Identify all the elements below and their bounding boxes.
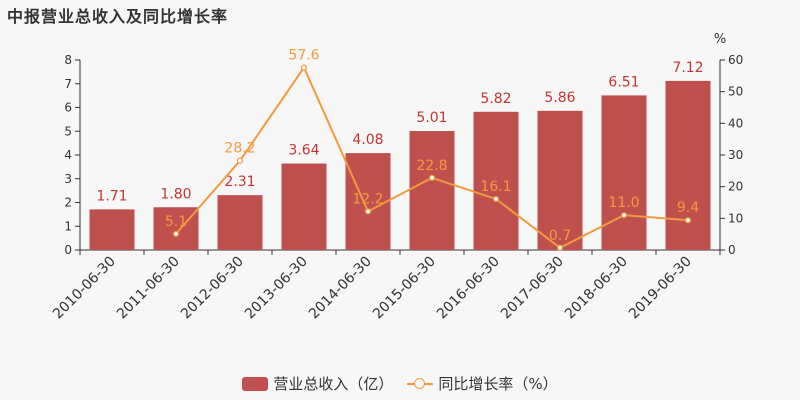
y-right-tick-label: 50 bbox=[728, 85, 743, 99]
y-left-tick-label: 1 bbox=[64, 219, 72, 233]
growth-value-label: 5.1 bbox=[165, 214, 187, 230]
growth-point bbox=[556, 244, 564, 251]
bar-value-label: 5.82 bbox=[480, 91, 511, 107]
bar-value-label: 1.80 bbox=[160, 186, 191, 202]
growth-point bbox=[428, 174, 436, 181]
y-right-tick-label: 10 bbox=[728, 211, 743, 225]
growth-value-label: 28.2 bbox=[224, 141, 255, 157]
x-tick-label: 2019-06-30 bbox=[626, 254, 695, 323]
y-right-tick-label: 0 bbox=[728, 243, 736, 257]
growth-value-label: 22.8 bbox=[416, 158, 447, 174]
legend-bar-swatch bbox=[242, 376, 269, 391]
y-right-unit: % bbox=[714, 32, 726, 47]
y-right-tick-label: 40 bbox=[728, 116, 743, 130]
growth-value-label: 0.7 bbox=[549, 228, 571, 244]
growth-value-label: 9.4 bbox=[677, 200, 699, 216]
chart-title: 中报营业总收入及同比增长率 bbox=[7, 7, 229, 26]
growth-point bbox=[236, 157, 244, 164]
growth-point bbox=[684, 217, 692, 224]
legend-item-growth[interactable]: 同比增长率（%） bbox=[407, 373, 558, 394]
bar-revenue bbox=[473, 111, 519, 251]
legend-label-revenue: 营业总收入（亿） bbox=[273, 375, 394, 393]
growth-point bbox=[364, 208, 372, 215]
y-right-tick-label: 60 bbox=[728, 53, 743, 67]
bar-value-label: 1.71 bbox=[96, 188, 127, 204]
growth-value-label: 12.2 bbox=[352, 191, 383, 207]
x-tick-label: 2018-06-30 bbox=[562, 254, 631, 323]
bar-revenue bbox=[665, 80, 711, 251]
bar-value-label: 5.01 bbox=[416, 110, 447, 126]
x-tick-label: 2017-06-30 bbox=[498, 254, 567, 323]
y-left-tick-label: 3 bbox=[64, 172, 72, 186]
growth-value-label: 16.1 bbox=[480, 179, 511, 195]
bar-value-label: 3.64 bbox=[288, 143, 319, 159]
y-left-tick-label: 7 bbox=[64, 77, 72, 91]
x-tick-label: 2015-06-30 bbox=[370, 254, 439, 323]
x-tick-label: 2011-06-30 bbox=[114, 254, 183, 323]
y-left-tick-label: 8 bbox=[64, 53, 72, 67]
legend-label-growth: 同比增长率（%） bbox=[438, 375, 558, 393]
y-left-tick-label: 4 bbox=[64, 148, 72, 162]
bar-revenue bbox=[153, 207, 199, 250]
bar-revenue bbox=[409, 131, 455, 250]
y-left-tick-label: 6 bbox=[64, 101, 72, 115]
legend-line-swatch bbox=[407, 377, 434, 391]
bar-revenue bbox=[89, 209, 135, 250]
bar-revenue bbox=[345, 153, 391, 250]
bar-value-label: 6.51 bbox=[608, 74, 639, 90]
legend-item-revenue[interactable]: 营业总收入（亿） bbox=[242, 373, 393, 394]
growth-point bbox=[492, 195, 500, 203]
growth-point bbox=[300, 64, 308, 71]
x-tick-label: 2010-06-30 bbox=[50, 254, 119, 323]
growth-value-label: 11.0 bbox=[608, 195, 639, 211]
x-tick-label: 2016-06-30 bbox=[434, 254, 503, 323]
y-right-tick-label: 30 bbox=[728, 148, 743, 162]
growth-value-label: 57.6 bbox=[288, 48, 319, 64]
growth-point bbox=[172, 230, 180, 237]
growth-point bbox=[620, 212, 628, 219]
bar-revenue bbox=[601, 95, 647, 250]
x-tick-label: 2014-06-30 bbox=[306, 254, 375, 323]
bar-value-label: 2.31 bbox=[224, 174, 255, 190]
bar-revenue bbox=[217, 195, 263, 250]
bar-value-label: 4.08 bbox=[352, 132, 383, 148]
y-left-tick-label: 5 bbox=[64, 124, 72, 138]
x-tick-label: 2013-06-30 bbox=[242, 254, 311, 323]
chart-legend: 营业总收入（亿） 同比增长率（%） bbox=[0, 373, 800, 394]
bar-value-label: 5.86 bbox=[544, 90, 575, 106]
y-left-tick-label: 0 bbox=[64, 243, 72, 257]
x-tick-label: 2012-06-30 bbox=[178, 254, 247, 323]
bar-revenue bbox=[537, 110, 583, 250]
bar-value-label: 7.12 bbox=[672, 60, 703, 76]
y-right-tick-label: 20 bbox=[728, 180, 743, 194]
bar-revenue bbox=[281, 163, 327, 250]
y-left-tick-label: 2 bbox=[64, 196, 72, 210]
